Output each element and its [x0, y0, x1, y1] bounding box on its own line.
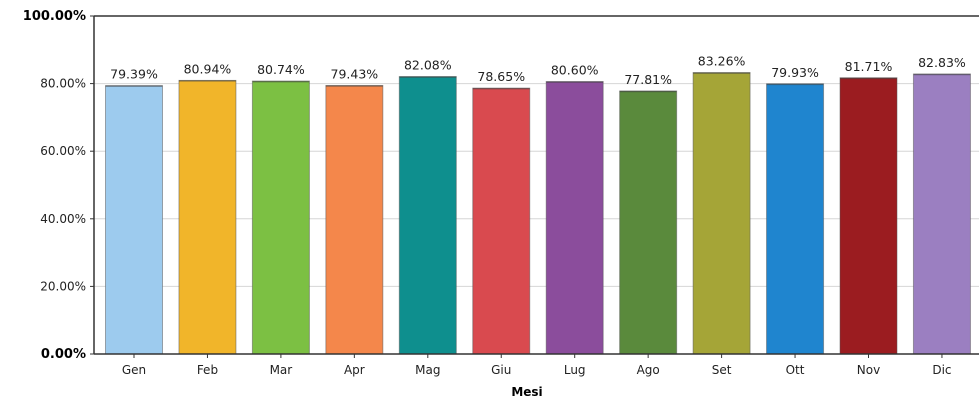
x-tick-label: Ago: [637, 363, 660, 377]
data-label: 82.08%: [404, 58, 452, 73]
x-tick-label: Feb: [197, 363, 218, 377]
data-label: 80.74%: [257, 62, 305, 77]
x-tick-label: Mar: [270, 363, 293, 377]
y-tick-label: 0.00%: [41, 347, 86, 362]
bars: [105, 72, 971, 355]
data-label: 79.39%: [110, 67, 158, 82]
y-tick-label: 20.00%: [40, 279, 86, 293]
x-ticks: Gen Feb Mar Apr Mag Giu Lug Ago Set Ott Nov Dic: [122, 354, 952, 377]
gridlines: [90, 15, 979, 355]
y-tick-label: 100.00%: [23, 9, 86, 24]
bar: [766, 83, 825, 355]
x-tick-label: Nov: [857, 363, 880, 377]
bar: [472, 87, 531, 355]
data-label: 81.71%: [845, 59, 893, 74]
data-label: 79.93%: [771, 65, 819, 80]
y-tick-label: 60.00%: [40, 144, 86, 158]
x-tick-label: Dic: [932, 363, 951, 377]
bar: [398, 76, 457, 355]
bar: [839, 77, 898, 355]
bar: [692, 72, 751, 355]
data-label: 82.83%: [918, 55, 966, 70]
data-label: 79.43%: [331, 67, 379, 82]
x-tick-label: Gen: [122, 363, 146, 377]
bar: [912, 73, 971, 355]
bar: [251, 80, 310, 355]
bar: [545, 81, 604, 355]
x-axis-title: Mesi: [511, 385, 542, 398]
bar: [325, 85, 384, 355]
x-tick-label: Giu: [491, 363, 511, 377]
x-tick-label: Apr: [344, 363, 365, 377]
y-ticks: 0.00% 20.00% 40.00% 60.00% 80.00% 100.00%: [23, 9, 86, 362]
data-label: 78.65%: [477, 69, 525, 84]
x-tick-label: Ott: [786, 363, 805, 377]
x-tick-label: Lug: [564, 363, 586, 377]
bar: [178, 79, 237, 355]
data-label: 83.26%: [698, 54, 746, 69]
data-label: 80.94%: [184, 61, 232, 76]
y-tick-label: 80.00%: [40, 77, 86, 91]
data-labels: 79.39% 80.94% 80.74% 79.43% 82.08% 78.65% 80.6…: [110, 54, 966, 87]
bar: [105, 85, 163, 355]
data-label: 77.81%: [624, 72, 672, 87]
data-label: 80.60%: [551, 63, 599, 78]
x-tick-label: Mag: [415, 363, 440, 377]
y-tick-label: 40.00%: [40, 212, 86, 226]
x-tick-label: Set: [712, 363, 732, 377]
bar: [619, 90, 678, 355]
